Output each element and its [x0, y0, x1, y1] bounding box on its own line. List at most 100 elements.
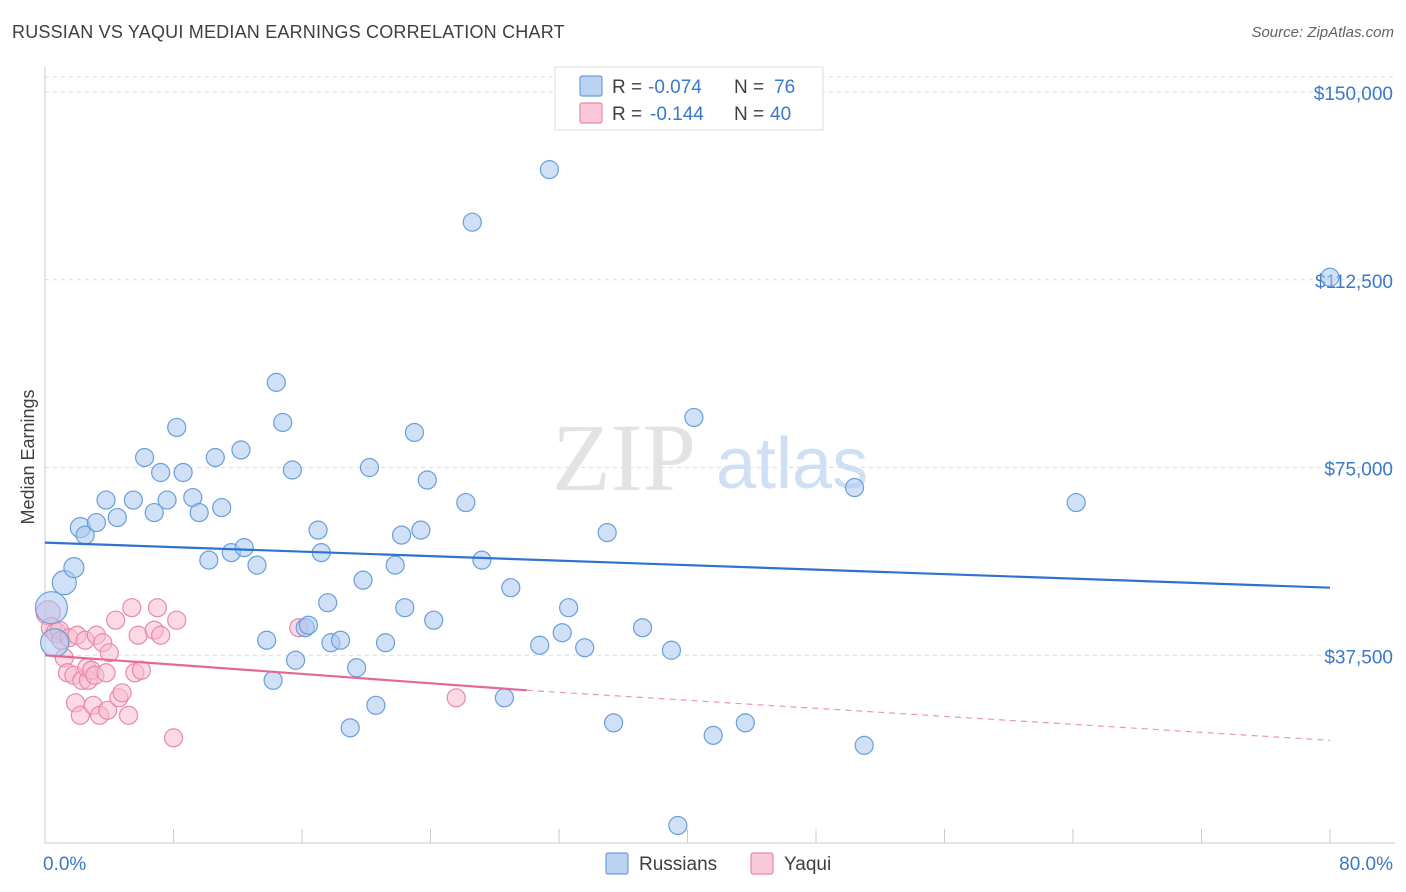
legend-r-value-1: -0.074 — [648, 77, 702, 98]
russians-point-50 — [424, 610, 444, 630]
legend-r-label-2: R = — [612, 104, 642, 125]
legend-swatch-yaqui — [579, 102, 603, 124]
russians-point-59 — [559, 598, 579, 618]
yaqui-point-32 — [131, 660, 151, 680]
axes — [44, 67, 1395, 844]
russians-point-17 — [189, 502, 209, 523]
russians-point-69 — [844, 477, 865, 498]
yaqui-point-29 — [122, 598, 142, 618]
series-label-yaqui: Yaqui — [784, 854, 831, 875]
yaqui-trendline — [44, 654, 527, 692]
russians-point-13 — [157, 490, 177, 510]
series-legend: Russians Yaqui — [605, 852, 831, 875]
russians-point-71 — [1066, 492, 1086, 513]
russians-point-51 — [456, 492, 476, 513]
legend-r-value-2: -0.144 — [650, 104, 704, 125]
russians-point-24 — [247, 555, 267, 575]
russians-point-65 — [668, 815, 688, 836]
russians-point-22 — [231, 440, 251, 460]
yaqui-point-37 — [167, 610, 187, 630]
russians-point-25 — [257, 630, 277, 650]
russians-point-60 — [575, 638, 595, 658]
russians-point-0 — [34, 591, 69, 625]
russians-point-47 — [404, 422, 425, 443]
russians-point-8 — [107, 507, 127, 528]
legend-n-label-1: N = — [734, 77, 764, 98]
russians-point-9 — [123, 490, 143, 510]
russians-point-72 — [1320, 267, 1340, 287]
yaqui-point-23 — [98, 700, 118, 720]
russians-point-63 — [632, 618, 653, 638]
russians-point-39 — [347, 658, 367, 678]
russians-point-35 — [318, 593, 338, 613]
russians-points — [34, 160, 1340, 836]
russians-point-53 — [472, 550, 492, 570]
russians-point-20 — [212, 497, 232, 518]
y-tick-label-1: $75,000 — [1324, 460, 1393, 481]
russians-point-38 — [340, 718, 360, 738]
yaqui-point-22 — [96, 663, 116, 683]
russians-point-58 — [552, 623, 572, 643]
legend-swatch-russians — [579, 75, 603, 97]
russians-point-26 — [263, 670, 283, 690]
russians-point-29 — [282, 460, 302, 480]
series-swatch-russians — [605, 852, 629, 875]
russians-point-44 — [385, 555, 405, 575]
russians-point-61 — [597, 522, 617, 543]
yaqui-trendline-extension — [526, 689, 1331, 741]
watermark-atlas: atlas — [716, 424, 868, 504]
series-swatch-yaqui — [750, 852, 774, 875]
yaqui-point-25 — [106, 610, 126, 630]
russians-point-37 — [330, 630, 351, 650]
russians-point-55 — [501, 578, 521, 598]
russians-point-54 — [494, 688, 514, 708]
russians-point-30 — [285, 650, 306, 670]
y-tick-label-0: $37,500 — [1324, 647, 1393, 668]
russians-point-48 — [411, 520, 431, 540]
gridlines — [45, 76, 1395, 656]
correlation-legend: R = -0.074 N = 76 R = -0.144 N = 40 — [554, 66, 824, 131]
russians-point-43 — [375, 633, 396, 653]
russians-point-6 — [86, 512, 107, 533]
chart-title: RUSSIAN VS YAQUI MEDIAN EARNINGS CORRELA… — [12, 22, 565, 42]
russians-point-18 — [199, 550, 219, 570]
russians-point-32 — [298, 615, 319, 635]
yaqui-point-27 — [112, 683, 132, 703]
russians-point-46 — [395, 598, 415, 618]
russians-point-23 — [234, 538, 254, 558]
yaqui-point-28 — [118, 705, 139, 725]
yaqui-point-24 — [99, 643, 119, 663]
russians-point-15 — [173, 462, 193, 483]
russians-point-33 — [308, 520, 328, 540]
russians-point-1 — [40, 628, 70, 658]
yaqui-point-36 — [163, 728, 184, 748]
yaqui-point-35 — [151, 625, 171, 645]
watermark-zip: ZIP — [552, 404, 696, 511]
russians-point-70 — [854, 735, 874, 755]
russians-point-40 — [353, 570, 373, 590]
source-label: Source: ZipAtlas.com — [1251, 24, 1394, 41]
russians-point-19 — [205, 447, 225, 468]
russians-point-10 — [134, 447, 155, 468]
y-tick-labels: $37,500$75,000$112,500$150,000 — [1314, 84, 1393, 668]
russians-point-68 — [735, 713, 755, 733]
russians-point-66 — [684, 407, 704, 428]
russians-point-52 — [462, 212, 482, 232]
russians-point-12 — [151, 462, 171, 483]
yaqui-points — [35, 598, 466, 748]
legend-n-value-2: 40 — [770, 104, 791, 125]
yaqui-point-34 — [147, 598, 168, 618]
y-tick-label-3: $150,000 — [1314, 84, 1393, 105]
russians-point-42 — [366, 695, 386, 715]
russians-point-41 — [359, 457, 380, 478]
x-tick-label-1: 80.0% — [1339, 854, 1393, 875]
series-label-russians: Russians — [639, 854, 717, 875]
legend-r-label-1: R = — [612, 77, 642, 98]
russians-point-57 — [539, 160, 559, 180]
russians-trendline — [44, 541, 1331, 589]
russians-point-67 — [703, 725, 723, 745]
watermark: ZIP atlas — [552, 404, 868, 511]
trendlines — [44, 541, 1331, 741]
yaqui-point-31 — [128, 625, 148, 645]
